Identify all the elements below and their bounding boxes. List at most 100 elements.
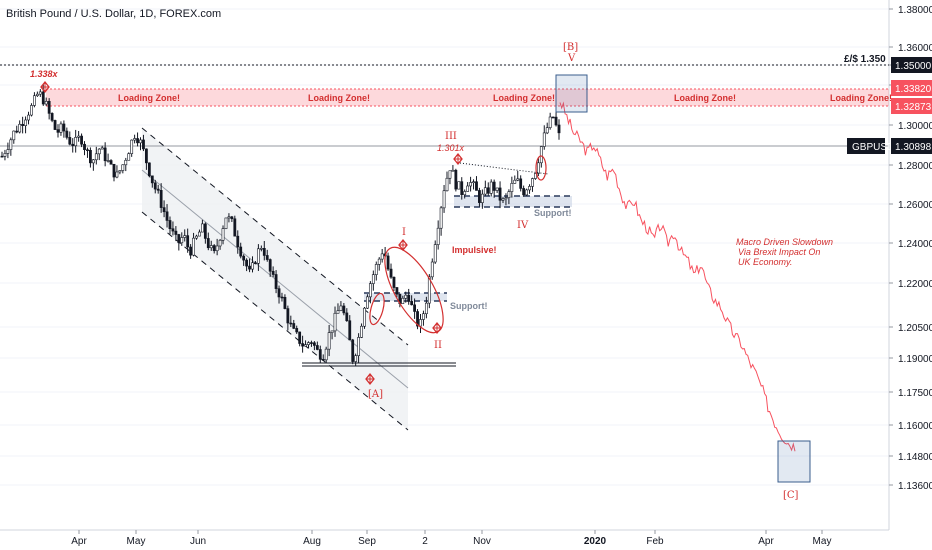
candle-body — [245, 259, 249, 267]
candle-body — [427, 276, 431, 304]
candle-body — [298, 331, 302, 344]
price-tick-label: 1.26000 — [898, 200, 932, 211]
candle-body — [192, 237, 195, 256]
time-tick-label: Aug — [303, 536, 321, 547]
candle-body — [433, 244, 437, 263]
candle-body — [68, 137, 72, 145]
candle-body — [195, 235, 198, 239]
candle-body — [280, 296, 284, 299]
candle-body — [510, 183, 514, 192]
candle-body — [74, 137, 78, 147]
time-tick-label: Nov — [473, 536, 491, 547]
price-tick-label: 1.28000 — [898, 161, 932, 172]
candle-body — [513, 179, 517, 184]
wave-c-target-box — [777, 440, 811, 483]
candle-body — [342, 305, 346, 314]
support-label-2: Support! — [534, 208, 572, 218]
candle-body — [271, 270, 275, 275]
loading-zone-band — [46, 89, 889, 106]
candle-body — [198, 231, 201, 237]
candle-body — [351, 339, 355, 362]
loading-zone-labels: Loading Zone! Loading Zone! Loading Zone… — [118, 93, 892, 103]
candle-body — [501, 198, 505, 201]
candle-body — [519, 178, 523, 189]
candle-body — [548, 116, 552, 128]
candle-body — [333, 312, 337, 332]
chart-title: British Pound / U.S. Dollar, 1D, FOREX.c… — [6, 8, 221, 20]
candle-body — [525, 189, 528, 196]
candle-body — [395, 287, 399, 295]
wave-iii-price-label: 1.301x — [437, 143, 465, 153]
candle-body — [554, 116, 558, 126]
candle-body — [153, 182, 157, 190]
candle-body — [171, 228, 175, 232]
candle-body — [212, 245, 216, 252]
candle-body — [9, 139, 13, 150]
wave-a-base-lines — [302, 362, 456, 367]
loading-zone-label-5: Loading Zone! — [830, 93, 892, 103]
candle-body — [551, 116, 555, 119]
candle-body — [33, 95, 36, 106]
support-zone-2 — [454, 195, 572, 208]
price-tick-label: 1.20500 — [898, 323, 932, 334]
candle-body — [536, 162, 540, 174]
candle-body — [310, 342, 313, 344]
candle-body — [59, 123, 63, 133]
candle-body — [224, 217, 228, 229]
candle-body — [416, 311, 419, 327]
candle-body — [492, 181, 496, 191]
candle-body — [21, 123, 25, 126]
price-tick-label: 1.16000 — [898, 421, 932, 432]
candle-body — [97, 148, 101, 155]
peak-marker — [40, 80, 50, 94]
time-tick-label: Apr — [71, 536, 87, 547]
wave-label-ii: II — [434, 340, 442, 351]
peak-label: 1.338x — [30, 69, 59, 79]
candle-body — [345, 312, 349, 322]
time-axis-ticks: Apr May Jun Aug Sep 2 Nov 2020 Feb Apr May — [71, 530, 831, 547]
candle-body — [289, 322, 293, 325]
price-tick-label: 1.36000 — [898, 43, 932, 54]
candle-body — [251, 262, 254, 270]
candle-body — [262, 248, 266, 256]
candle-body — [3, 153, 7, 157]
candle-body — [336, 310, 340, 314]
price-tick-label: 1.38000 — [898, 5, 932, 16]
candle-body — [106, 160, 110, 162]
candle-body — [495, 187, 499, 191]
candle-body — [77, 135, 81, 138]
wave-label-v: V — [567, 53, 576, 64]
candle-body — [209, 245, 213, 249]
wave-iii-marker — [453, 152, 463, 166]
macro-note: Macro Driven Slowdown Via Brexit Impact … — [736, 237, 833, 267]
price-badges: 1.35000 1.33820 1.32873 GBPUSD 1.30898 — [847, 57, 932, 154]
candle-body — [12, 130, 16, 141]
candle-body — [318, 349, 322, 360]
wave-i-marker — [398, 238, 408, 252]
support-label-1: Support! — [450, 301, 488, 311]
badge-symbol-bg — [847, 138, 885, 154]
candle-body — [475, 181, 478, 191]
candle-body — [112, 163, 116, 178]
candle-body — [304, 344, 307, 347]
candle-body — [442, 190, 446, 209]
candle-body — [62, 123, 66, 132]
candle-body — [366, 296, 369, 309]
badge-value: 1.35000 — [895, 61, 932, 72]
candle-body — [542, 132, 546, 147]
candle-body — [469, 182, 472, 187]
candle-body — [41, 91, 45, 105]
candle-body — [410, 301, 414, 306]
candle-body — [150, 175, 154, 184]
impulsive-label: Impulsive! — [452, 245, 497, 255]
macro-note-line-3: UK Economy. — [738, 257, 792, 267]
candle-body — [430, 261, 434, 278]
badge-bg — [891, 80, 932, 96]
time-tick-label: May — [813, 536, 832, 547]
candle-body — [274, 274, 278, 289]
wave-label-iii: III — [445, 131, 457, 142]
wave-label-iv: IV — [517, 220, 529, 231]
badge-bg — [891, 98, 932, 114]
candle-body — [460, 181, 464, 196]
